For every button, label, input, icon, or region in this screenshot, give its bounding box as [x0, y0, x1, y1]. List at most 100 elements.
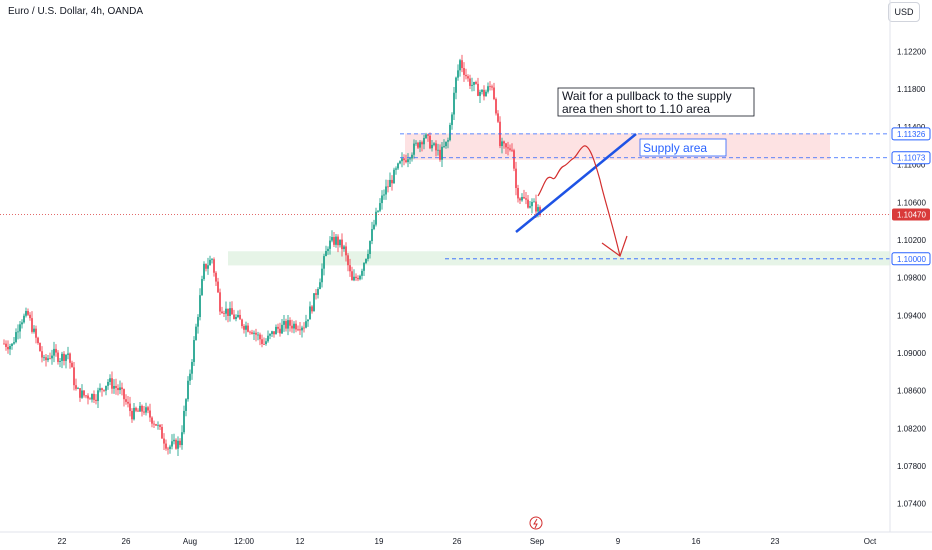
- candle-body: [263, 343, 265, 345]
- candle-body: [79, 388, 81, 398]
- candle-body: [267, 335, 269, 342]
- time-tick-label: 12:00: [234, 537, 255, 546]
- candle-body: [521, 196, 523, 201]
- candle-body: [83, 390, 85, 396]
- candle-body: [389, 179, 391, 187]
- candle-body: [425, 134, 427, 138]
- price-tick-label: 1.09400: [897, 311, 926, 320]
- candle-body: [247, 325, 249, 332]
- candle-body: [33, 328, 35, 332]
- candle-body: [173, 439, 175, 442]
- candle-body: [281, 324, 283, 334]
- trade-note-line-1: Wait for a pullback to the supply: [562, 89, 732, 103]
- candle-body: [375, 211, 377, 225]
- price-tick-label: 1.08600: [897, 387, 926, 396]
- candle-body: [75, 385, 77, 389]
- candle-body: [13, 342, 15, 344]
- candle-body: [465, 74, 467, 77]
- candle-body: [155, 424, 157, 426]
- candle-body: [427, 134, 429, 136]
- candle-body: [61, 353, 63, 361]
- candle-body: [501, 141, 503, 147]
- candle-body: [249, 331, 251, 333]
- candle-body: [485, 91, 487, 97]
- candle-body: [507, 147, 509, 149]
- candle-body: [431, 144, 433, 149]
- candle-body: [293, 323, 295, 329]
- chart-symbol-title: Euro / U.S. Dollar, 4h, OANDA: [8, 6, 144, 17]
- level-tag-target-box: [891, 252, 931, 266]
- candle-body: [51, 355, 53, 359]
- candle-body: [187, 380, 189, 400]
- candle-body: [481, 89, 483, 92]
- candle-body: [329, 240, 331, 249]
- candle-body: [531, 201, 533, 207]
- candle-body: [149, 410, 151, 418]
- candle-body: [59, 360, 61, 362]
- candle-body: [39, 343, 41, 352]
- candle-body: [371, 229, 373, 242]
- candle-body: [409, 158, 411, 160]
- time-axis: 22 26 Aug 12:00 12 19 26 Sep 9 16 23 Oct: [0, 516, 932, 546]
- lightning-bolt-icon-ring: [529, 516, 543, 530]
- candle-body: [137, 410, 139, 412]
- candle-body: [5, 343, 7, 347]
- candle-body: [525, 198, 527, 200]
- time-tick-label: Sep: [530, 537, 545, 546]
- candle-body: [271, 331, 273, 334]
- candle-body: [413, 143, 415, 155]
- candle-body: [139, 405, 141, 412]
- level-tag-upper-text: 1.11326: [897, 130, 926, 139]
- time-tick-label: 19: [375, 537, 384, 546]
- candle-body: [67, 353, 69, 355]
- price-tick-label: 1.10600: [897, 198, 926, 207]
- candle-body: [411, 154, 413, 159]
- candle-body: [261, 339, 263, 344]
- candle-body: [299, 329, 301, 331]
- candle-body: [469, 78, 471, 86]
- candle-body: [99, 388, 101, 391]
- candle-body: [511, 149, 513, 151]
- candle-body: [509, 148, 511, 150]
- candle-body: [197, 317, 199, 327]
- candle-body: [461, 60, 463, 69]
- candle-body: [449, 124, 451, 141]
- currency-button[interactable]: USD: [888, 2, 920, 22]
- candle-body: [535, 201, 537, 212]
- candle-body: [351, 271, 353, 281]
- candle-body: [259, 334, 261, 340]
- candle-body: [117, 388, 119, 391]
- candle-body: [165, 443, 167, 449]
- candle-body: [447, 140, 449, 142]
- candle-body: [339, 239, 341, 246]
- price-tick-label: 1.12200: [897, 48, 926, 57]
- candle-body: [171, 441, 173, 447]
- candle-body: [515, 168, 517, 188]
- level-tag-target: 1.10000: [891, 252, 931, 266]
- time-tick-label: 16: [692, 537, 701, 546]
- trade-note-box: [557, 87, 755, 117]
- supply-zone: [405, 133, 830, 160]
- candle-body: [495, 99, 497, 114]
- candle-body: [111, 378, 113, 389]
- candle-body: [71, 362, 73, 368]
- candle-body: [277, 326, 279, 329]
- candle-body: [35, 328, 37, 338]
- candle-body: [215, 272, 217, 282]
- candle-body: [219, 292, 221, 312]
- candle-body: [205, 263, 207, 269]
- candle-body: [489, 86, 491, 88]
- candle-body: [357, 277, 359, 280]
- candle-body: [517, 187, 519, 199]
- candle-body: [145, 407, 147, 413]
- time-tick-label: 23: [771, 537, 780, 546]
- candle-body: [115, 385, 117, 389]
- candle-body: [319, 282, 321, 290]
- candle-body: [361, 270, 363, 276]
- candle-body: [49, 358, 51, 360]
- candle-body: [445, 141, 447, 147]
- lightning-bolt-icon[interactable]: [529, 516, 543, 530]
- candle-body: [283, 321, 285, 325]
